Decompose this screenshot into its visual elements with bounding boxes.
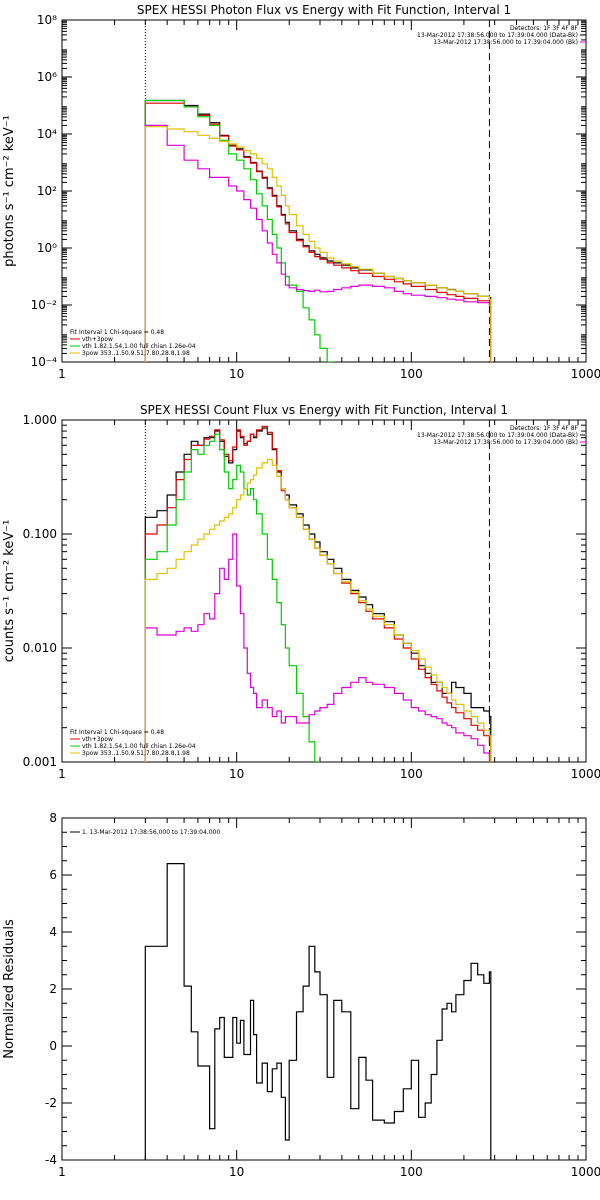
y-tick-label: 10⁴ [37, 127, 57, 141]
series-group [144, 99, 492, 362]
series-group [144, 863, 492, 1160]
y-axis-label: Normalized Residuals [2, 919, 17, 1059]
x-tick-label: 1 [58, 367, 66, 381]
series-line-1 [144, 863, 492, 1160]
y-tick-label: 6 [49, 868, 57, 882]
y-tick-label: 8 [49, 811, 57, 825]
legend-topright-entry: Detectors: 1F 3F 4F 8F [510, 25, 579, 32]
series-line-2 [144, 425, 492, 762]
legend-bottomleft-entry: vth+3pow [82, 336, 113, 343]
legend-bottomleft-entry: 3pow 353.,1.50,9.51,7.80,28.8,1.98 [82, 350, 190, 357]
series-line-4 [144, 124, 492, 362]
series-line-3 [144, 99, 335, 362]
y-tick-label: 10⁸ [37, 13, 57, 27]
series-line-5 [144, 126, 492, 362]
x-tick-label: 1 [58, 767, 66, 781]
legend-topleft-entry: 1. 13-Mar-2012 17:38:56.000 to 17:39:04.… [82, 829, 220, 836]
legend-topright-entry: 13-Mar-2012 17:38:56.000 to 17:39:04.000… [433, 39, 578, 46]
x-tick-label: 1000 [571, 767, 600, 781]
plot-frame [61, 19, 587, 363]
legend-bottomleft-entry: Fit Interval 1 Chi-square = 0.48 [70, 729, 164, 736]
y-tick-label: 1.000 [23, 413, 57, 427]
legend-topright-entry: 13-Mar-2012 17:38:56.000 to 17:39:04.000… [417, 32, 578, 39]
x-tick-label: 100 [400, 767, 423, 781]
x-tick-label: 10 [229, 767, 244, 781]
chart-panel-3: 1 10 100 1000 -4 -2 0 2 4 6 8 Normalized Residuals 1… [2, 811, 600, 1179]
plot-frame [61, 419, 587, 763]
x-tick-label: 1000 [571, 1165, 600, 1179]
legend-bottomleft-entry: vth+3pow [82, 736, 113, 743]
y-tick-label: -4 [45, 1153, 57, 1167]
chart-panel-2: 1 10 100 1000 0.001 0.010 0.100 1.000 SPEX HESSI… [2, 403, 600, 781]
y-tick-label: 0.001 [23, 755, 57, 769]
legend-topright-entry: 13-Mar-2012 17:38:56.000 to 17:39:04.000… [433, 439, 578, 446]
x-tick-label: 10 [229, 1165, 244, 1179]
y-tick-label: 0 [49, 1039, 57, 1053]
y-tick-label: 10² [37, 184, 57, 198]
legend-bottomleft-entry: Fit Interval 1 Chi-square = 0.48 [70, 329, 164, 336]
x-tick-label: 10 [229, 367, 244, 381]
legend-topright-entry: 13-Mar-2012 17:38:56.000 to 17:39:04.000… [417, 432, 578, 439]
legend-topright-entry: Detectors: 1F 3F 4F 8F [510, 425, 579, 432]
y-tick-label: 0.100 [23, 527, 57, 541]
legend-bottomleft-entry: vth 1.82,1.54,1.00 full chian 1.26e-04 [82, 343, 196, 350]
y-tick-label: -2 [45, 1096, 57, 1110]
series-line-1 [144, 99, 492, 362]
plot-frame [61, 817, 587, 1161]
y-axis-label: photons s⁻¹ cm⁻² keV⁻¹ [2, 115, 17, 267]
x-tick-label: 1000 [571, 367, 600, 381]
series-group [144, 425, 492, 762]
y-tick-label: 2 [49, 982, 57, 996]
series-line-2 [144, 102, 492, 362]
series-line-5 [144, 458, 492, 762]
chart-title: SPEX HESSI Count Flux vs Energy with Fit… [140, 403, 508, 417]
series-line-4 [144, 533, 491, 762]
x-tick-label: 100 [400, 367, 423, 381]
legend-bottomleft-entry: vth 1.82,1.54,1.00 full chian 1.26e-04 [82, 743, 196, 750]
y-tick-label: 0.010 [23, 641, 57, 655]
series-line-1 [144, 427, 492, 762]
legend-bottomleft-entry: 3pow 353.,1.50,9.51,7.80,28.8,1.98 [82, 750, 190, 757]
y-axis-label: counts s⁻¹ cm⁻² keV⁻¹ [2, 520, 17, 663]
y-tick-label: 10⁶ [37, 70, 57, 84]
y-tick-label: 4 [49, 925, 57, 939]
series-line-3 [144, 433, 321, 762]
y-tick-label: 10⁻² [31, 298, 58, 312]
chart-panel-1: 1 10 100 1000 10⁻⁴ 10⁻² 10⁰ 10² 10⁴ 10⁶ 10⁸ SPEX HE… [2, 3, 600, 381]
y-tick-label: 10⁰ [37, 241, 57, 255]
x-tick-label: 100 [400, 1165, 423, 1179]
y-tick-label: 10⁻⁴ [31, 355, 58, 369]
chart-title: SPEX HESSI Photon Flux vs Energy with Fi… [137, 3, 511, 17]
x-tick-label: 1 [58, 1165, 66, 1179]
